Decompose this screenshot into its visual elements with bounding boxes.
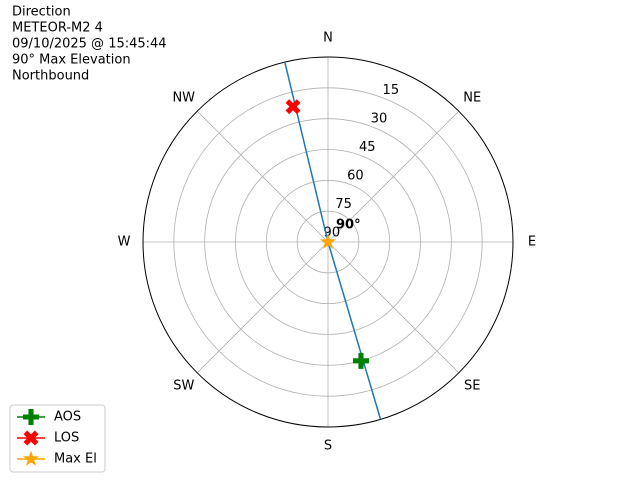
theta-tick-label: E	[528, 235, 536, 250]
theta-tick-label: S	[324, 439, 332, 454]
legend-label: LOS	[54, 431, 79, 446]
legend-marker	[23, 450, 39, 466]
title-line: Northbound	[12, 69, 89, 84]
legend-frame	[9, 404, 106, 473]
legend: AOS LOS Max El	[9, 404, 106, 473]
legend-label: AOS	[54, 410, 81, 425]
r-tick-label: 30	[371, 111, 388, 126]
r-tick-label: 45	[359, 140, 376, 155]
legend-marker	[23, 430, 39, 446]
theta-tick-label: W	[118, 235, 131, 250]
grid-ring	[173, 87, 483, 397]
marker	[352, 352, 369, 369]
title-line: METEOR-M2 4	[12, 21, 103, 36]
r-tick-label: 60	[347, 168, 364, 183]
title-line: 90° Max Elevation	[12, 53, 131, 68]
grid-ring	[265, 179, 391, 305]
theta-tick-label: SE	[464, 379, 480, 394]
grid-ring	[296, 210, 360, 274]
title-line: Direction	[12, 5, 71, 20]
r-tick-label: 15	[383, 83, 400, 98]
title-line: 09/10/2025 @ 15:45:44	[12, 37, 167, 52]
theta-tick-label: SW	[173, 379, 194, 394]
grid-ring	[204, 118, 452, 366]
marker	[285, 99, 301, 115]
theta-tick-label: N	[323, 31, 333, 46]
grid-ring	[235, 149, 421, 335]
theta-tick-label: NE	[463, 90, 481, 105]
r-tick-label: 75	[335, 197, 352, 212]
outer-frame	[142, 56, 514, 428]
marker	[320, 233, 336, 249]
legend-marker	[23, 409, 39, 425]
theta-tick-label: NW	[172, 90, 195, 105]
legend-label: Max El	[54, 452, 97, 467]
annotation: 90°	[336, 218, 361, 233]
